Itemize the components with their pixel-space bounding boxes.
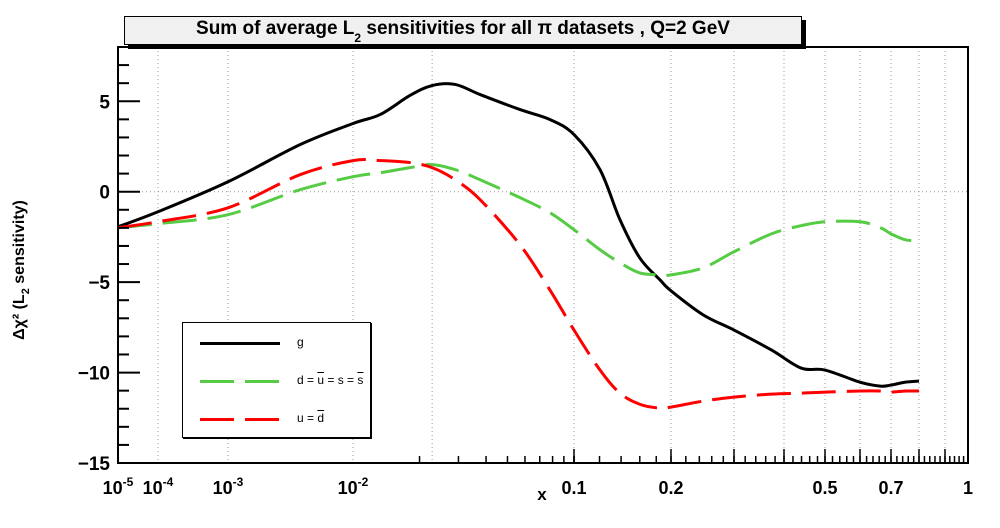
x-tick-label: 10-4	[143, 475, 174, 498]
grid-lines	[118, 47, 968, 463]
y-tick-label: −5	[88, 273, 110, 294]
x-tick-label: 0.5	[812, 478, 837, 498]
series-line-0	[117, 82, 920, 388]
chart-title-box: Sum of average L2 sensitivities for all …	[124, 16, 802, 45]
y-axis-label: Δχ² (L2 sensitivity)	[11, 200, 32, 340]
y-tick-label: −10	[78, 364, 110, 385]
title-pre: Sum of average L	[196, 18, 355, 39]
x-tick-label: 10-3	[213, 475, 244, 498]
lbl-part: = s =	[324, 373, 358, 387]
x-tick-label: 0.2	[658, 478, 683, 498]
legend-label-valence: u = d	[297, 411, 324, 425]
legend-swatch-g	[200, 342, 280, 345]
lbl-part: d	[317, 411, 325, 425]
series-group	[117, 82, 920, 410]
title-subscript: 2	[354, 31, 362, 45]
x-tick-label: 1	[963, 478, 973, 498]
legend-swatch-sea	[245, 380, 279, 383]
legend: g d = u = s = s u = d	[182, 322, 371, 438]
lbl-part: u =	[297, 411, 318, 425]
x-tick-label: 10-2	[338, 475, 369, 498]
lbl-part: d =	[297, 373, 318, 387]
lbl-part: s	[357, 373, 364, 387]
legend-swatch-sea	[200, 380, 234, 383]
y-tick-label: 0	[99, 183, 110, 204]
x-tick-label: 10-5	[103, 475, 134, 498]
y-tick-label: 5	[99, 92, 110, 113]
legend-entry-sea: d = u = s = s	[183, 371, 370, 391]
x-tick-label: 0.1	[561, 478, 586, 498]
x-tick-label: 0.7	[878, 478, 903, 498]
title-post: sensitivities for all π datasets , Q=2 G…	[361, 18, 730, 39]
series-line-2	[117, 157, 920, 410]
y-tick-label: −15	[78, 454, 111, 475]
legend-label-g: g	[297, 335, 304, 349]
legend-entry-valence: u = d	[183, 409, 370, 429]
chart-title: Sum of average L2 sensitivities for all …	[125, 18, 801, 45]
legend-label-sea: d = u = s = s	[297, 373, 363, 387]
ylabel-pre: Δχ² (L	[11, 294, 28, 340]
legend-entry-g: g	[183, 333, 370, 353]
plot-frame	[117, 46, 969, 464]
x-axis-label: x	[537, 485, 547, 504]
legend-swatch-valence	[200, 418, 234, 421]
lbl-part: u	[317, 373, 325, 387]
series-line-1	[117, 163, 920, 277]
ylabel-post: sensitivity)	[11, 200, 28, 289]
legend-swatch-valence	[245, 418, 279, 421]
ylabel-subscript: 2	[20, 288, 32, 295]
